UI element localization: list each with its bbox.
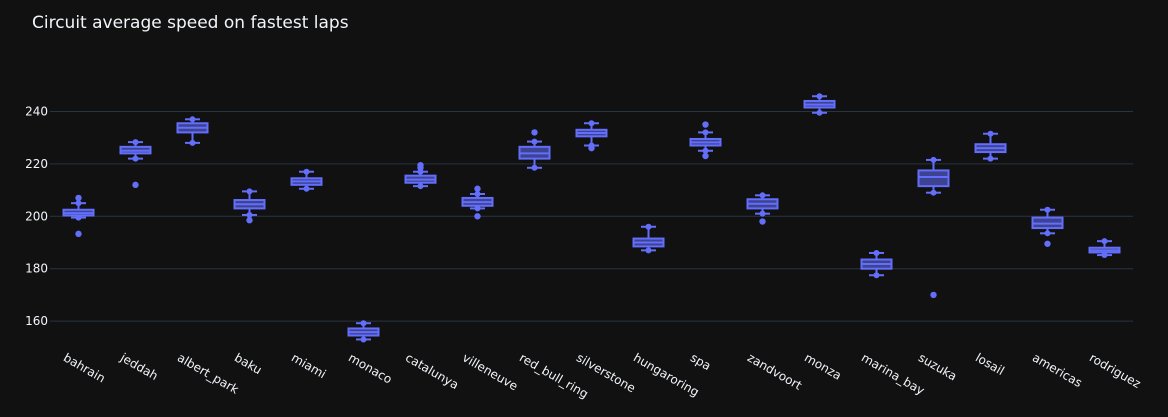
data-point [189, 139, 196, 146]
y-axis: 160 180 200 220 240 [25, 104, 48, 328]
data-point [1101, 238, 1108, 245]
data-point [1101, 252, 1108, 259]
outlier-point [702, 152, 709, 160]
y-tick-label: 240 [25, 104, 48, 118]
y-tick-label: 160 [25, 314, 48, 328]
data-point [474, 205, 481, 212]
data-point [531, 138, 538, 145]
box-iqr [917, 169, 950, 188]
x-tick-label: baku [232, 350, 264, 377]
x-tick-label: miami [289, 350, 328, 381]
x-tick-label: villeneuve [460, 350, 520, 393]
data-point [930, 156, 937, 163]
outlier-point [1044, 240, 1051, 247]
box-marina_bay [860, 249, 893, 279]
box-monaco [347, 320, 380, 343]
x-tick-label: bahrain [61, 350, 108, 385]
data-point [360, 336, 367, 343]
box-albert_park [176, 116, 209, 146]
box-americas [1031, 206, 1064, 247]
data-point [1044, 230, 1051, 237]
outlier-point [930, 291, 937, 299]
data-point [987, 130, 994, 137]
outlier-point [702, 121, 709, 128]
box-spa [689, 121, 722, 160]
x-tick-label: rodriguez [1087, 350, 1143, 391]
outlier-point [588, 144, 595, 152]
data-point [588, 120, 595, 127]
outlier-point [132, 181, 139, 189]
box-jeddah [119, 139, 152, 189]
box-suzuka [917, 156, 950, 299]
outlier-point [246, 217, 253, 224]
x-tick-label: albert_park [175, 350, 241, 396]
x-tick-label: catalunya [403, 350, 461, 392]
data-point [1044, 206, 1051, 213]
data-point [417, 183, 424, 190]
box-hungaroring [632, 223, 665, 254]
data-point [75, 200, 82, 207]
data-point [360, 320, 367, 327]
data-point [987, 155, 994, 162]
box-monza [803, 93, 836, 116]
box-losail [974, 130, 1007, 162]
data-point [759, 210, 766, 217]
data-point [873, 249, 880, 256]
x-tick-label: spa [688, 350, 713, 373]
boxes [62, 93, 1121, 343]
chart-title: Circuit average speed on fastest laps [32, 13, 349, 33]
box-zandvoort [746, 192, 779, 225]
x-tick-label: marina_bay [859, 350, 927, 397]
data-point [930, 189, 937, 196]
data-point [303, 185, 310, 192]
box-villeneuve [461, 185, 494, 220]
data-point [816, 109, 823, 116]
outlier-point [75, 230, 82, 238]
outlier-point [417, 161, 424, 169]
data-point [246, 211, 253, 218]
box-catalunya [404, 161, 437, 190]
data-point [474, 191, 481, 197]
data-point [531, 164, 538, 171]
y-tick-label: 220 [25, 157, 48, 171]
data-point [816, 93, 823, 100]
box-silverstone [575, 120, 608, 152]
box-baku [233, 188, 266, 224]
data-point [702, 147, 709, 154]
x-tick-label: monza [802, 350, 844, 382]
outlier-point [531, 129, 538, 136]
outlier-point [474, 213, 481, 220]
x-tick-label: zandvoort [745, 350, 804, 392]
gridlines [50, 110, 1133, 322]
data-point [303, 168, 310, 175]
data-point [246, 188, 253, 195]
box-red_bull_ring [518, 129, 551, 171]
data-point [189, 116, 196, 123]
data-point [702, 129, 709, 136]
data-point [132, 139, 139, 146]
data-point [645, 247, 652, 254]
box-miami [290, 168, 323, 192]
y-tick-label: 180 [25, 262, 48, 276]
outlier-point [75, 194, 82, 202]
data-point [132, 155, 139, 162]
x-tick-label: losail [973, 350, 1007, 378]
data-point [759, 192, 766, 199]
data-point [873, 272, 880, 279]
x-tick-label: americas [1030, 350, 1085, 390]
box-rodriguez [1088, 238, 1121, 259]
x-tick-label: monaco [346, 350, 395, 386]
outlier-point [759, 218, 766, 225]
data-point [645, 223, 652, 230]
x-tick-label: jeddah [117, 350, 160, 383]
data-point [75, 214, 82, 221]
y-tick-label: 200 [25, 209, 48, 223]
outlier-point [474, 185, 481, 192]
x-tick-label: suzuka [916, 350, 959, 383]
box-bahrain [62, 194, 95, 238]
